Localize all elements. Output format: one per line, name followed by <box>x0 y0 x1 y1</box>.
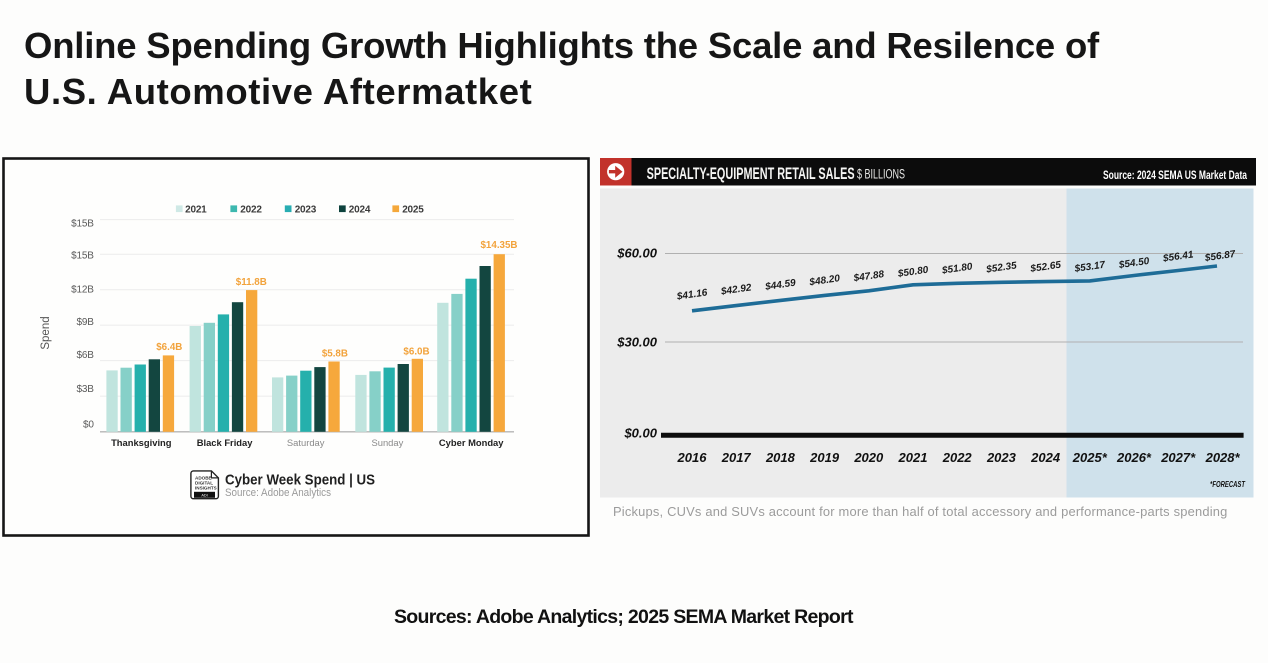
svg-text:2019: 2019 <box>809 450 840 465</box>
svg-text:$54.50: $54.50 <box>1117 256 1150 271</box>
svg-text:$12B: $12B <box>71 284 94 295</box>
svg-text:$56.41: $56.41 <box>1161 249 1194 264</box>
svg-text:Cyber Week Spend | US: Cyber Week Spend | US <box>225 473 375 489</box>
svg-text:$52.35: $52.35 <box>985 260 1018 275</box>
svg-text:$15B: $15B <box>71 218 94 229</box>
svg-text:2020: 2020 <box>853 450 884 465</box>
svg-text:2016: 2016 <box>677 450 708 465</box>
svg-text:SPECIALTY-EQUIPMENT RETAIL SAL: SPECIALTY-EQUIPMENT RETAIL SALES <box>647 164 855 183</box>
svg-text:2023: 2023 <box>986 450 1017 465</box>
svg-text:$6.0B: $6.0B <box>403 347 429 358</box>
svg-text:$30.00: $30.00 <box>616 335 658 350</box>
svg-text:$42.92: $42.92 <box>719 282 752 297</box>
svg-text:$3B: $3B <box>76 384 94 395</box>
svg-text:DIGITAL: DIGITAL <box>195 481 213 486</box>
svg-text:Source: Adobe Analytics: Source: Adobe Analytics <box>225 487 332 499</box>
svg-text:ADOBE: ADOBE <box>195 476 212 481</box>
svg-text:$52.65: $52.65 <box>1029 260 1062 275</box>
svg-text:$47.88: $47.88 <box>852 269 885 284</box>
svg-text:ADI: ADI <box>201 493 207 497</box>
svg-text:$6.4B: $6.4B <box>156 342 182 353</box>
svg-text:2022: 2022 <box>942 450 973 465</box>
svg-text:2024: 2024 <box>349 204 371 215</box>
svg-text:$6B: $6B <box>76 350 94 361</box>
svg-text:$9B: $9B <box>76 317 94 328</box>
svg-text:2025*: 2025* <box>1072 450 1108 465</box>
svg-text:$56.87: $56.87 <box>1203 249 1236 264</box>
svg-text:$44.59: $44.59 <box>764 278 797 293</box>
svg-text:Saturday: Saturday <box>287 437 325 448</box>
svg-text:2021: 2021 <box>185 204 207 215</box>
svg-text:$41.16: $41.16 <box>675 287 708 302</box>
svg-text:$53.17: $53.17 <box>1073 260 1106 275</box>
svg-text:Spend: Spend <box>40 316 52 349</box>
svg-text:Source: 2024 SEMA US Market Da: Source: 2024 SEMA US Market Data <box>1103 168 1247 182</box>
svg-text:$0: $0 <box>83 420 94 431</box>
svg-text:$0.00: $0.00 <box>623 426 657 441</box>
svg-text:Black Friday: Black Friday <box>197 437 254 448</box>
svg-text:Thanksgiving: Thanksgiving <box>111 437 172 448</box>
svg-text:INSIGHTS: INSIGHTS <box>195 486 217 491</box>
svg-text:2024: 2024 <box>1030 450 1061 465</box>
svg-text:$5.8B: $5.8B <box>322 349 348 360</box>
svg-text:2018: 2018 <box>765 450 796 465</box>
svg-text:Cyber Monday: Cyber Monday <box>439 437 504 448</box>
svg-text:2023: 2023 <box>295 204 317 215</box>
svg-text:$14.35B: $14.35B <box>480 240 517 251</box>
svg-text:Sunday: Sunday <box>372 437 404 448</box>
svg-text:$60.00: $60.00 <box>616 246 658 261</box>
svg-text:2017: 2017 <box>721 450 752 465</box>
svg-text:$48.20: $48.20 <box>808 273 841 288</box>
svg-text:2021: 2021 <box>898 450 928 465</box>
svg-text:$11.8B: $11.8B <box>236 277 267 288</box>
svg-text:*FORECAST: *FORECAST <box>1210 480 1246 489</box>
svg-text:2022: 2022 <box>240 204 262 215</box>
svg-text:2028*: 2028* <box>1205 450 1241 465</box>
svg-text:$50.80: $50.80 <box>896 265 929 280</box>
svg-text:$ BILLIONS: $ BILLIONS <box>857 167 905 182</box>
svg-text:$51.80: $51.80 <box>940 261 973 276</box>
svg-text:2027*: 2027* <box>1160 450 1196 465</box>
svg-text:2025: 2025 <box>402 204 424 215</box>
svg-text:2026*: 2026* <box>1116 450 1152 465</box>
svg-text:$15B: $15B <box>71 251 94 262</box>
